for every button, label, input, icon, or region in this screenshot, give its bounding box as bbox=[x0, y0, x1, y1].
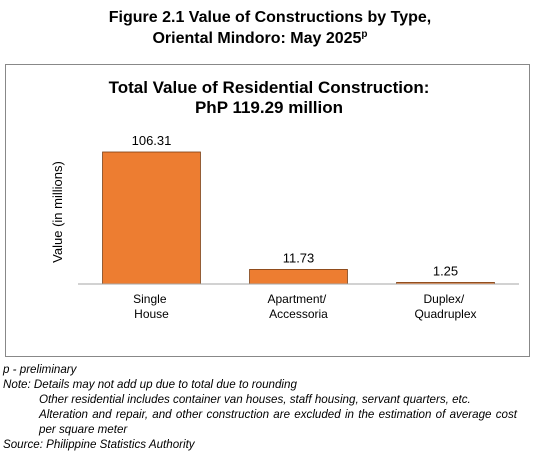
chart-frame bbox=[5, 64, 530, 357]
note: p - preliminary bbox=[3, 363, 77, 376]
x-tick-label: Single House bbox=[133, 292, 170, 321]
chart-title: Figure 2.1 Value of Constructions by Typ… bbox=[109, 9, 431, 26]
note: Other residential includes container van… bbox=[39, 393, 471, 406]
chart-title: Oriental Mindoro: May 2025p bbox=[152, 29, 367, 47]
chart-subtitle: Total Value of Residential Construction: bbox=[109, 78, 430, 97]
title-superscript: p bbox=[361, 29, 367, 40]
chart-title: Oriental Mindoro: May 2025 bbox=[152, 30, 361, 47]
note: Alteration and repair, and other constru… bbox=[39, 408, 517, 436]
chart-subtitle: PhP 119.29 million bbox=[195, 98, 343, 117]
bar bbox=[102, 151, 201, 285]
data-label: 11.73 bbox=[283, 250, 315, 265]
y-axis-label: Value (in millions) bbox=[50, 161, 65, 263]
note: Source: Philippine Statistics Authority bbox=[3, 438, 195, 451]
x-tick-label: Apartment/ Accessoria bbox=[267, 292, 329, 321]
x-tick-label-line: Quadruplex bbox=[414, 307, 476, 321]
bar bbox=[249, 269, 348, 285]
x-tick-label: Duplex/ Quadruplex bbox=[414, 292, 476, 321]
data-label: 106.31 bbox=[132, 133, 172, 148]
x-tick-label-line: House bbox=[134, 307, 169, 321]
x-tick-label-line: Apartment/ bbox=[267, 292, 329, 306]
notes: p - preliminary Note: Details may not ad… bbox=[3, 362, 533, 452]
note: Note: Details may not add up due to tota… bbox=[3, 378, 297, 391]
x-tick-label-line: Single bbox=[133, 292, 170, 306]
x-tick-label-line: Accessoria bbox=[269, 307, 328, 321]
x-tick-label-line: Duplex/ bbox=[423, 292, 467, 306]
data-label: 1.25 bbox=[433, 263, 458, 278]
